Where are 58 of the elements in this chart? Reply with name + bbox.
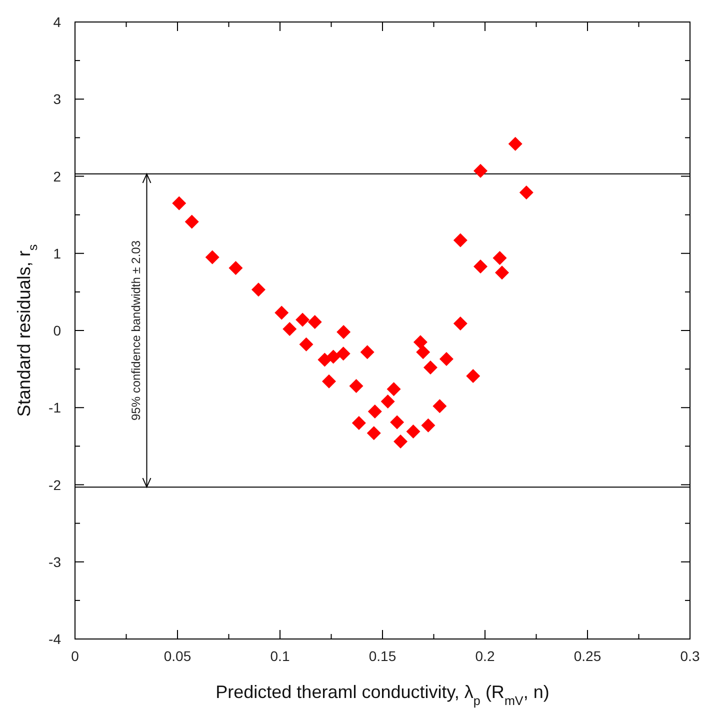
point — [299, 337, 314, 352]
point — [473, 164, 488, 178]
annotation: 95% confidence bandwidth ± 2.03 — [128, 240, 143, 421]
point — [274, 306, 289, 320]
y-tick-label: 0 — [53, 322, 62, 338]
point — [473, 259, 488, 274]
point — [360, 345, 374, 360]
point — [184, 214, 199, 229]
point — [406, 424, 420, 439]
y-tick-label: -1 — [48, 400, 62, 416]
y-tick-label: -2 — [48, 476, 62, 493]
point — [492, 251, 507, 266]
point — [251, 282, 266, 297]
y-tick-label: -3 — [48, 554, 62, 570]
x-tick-label: 0.3 — [680, 648, 700, 664]
point — [421, 418, 436, 432]
x-tick-label: 0.05 — [164, 648, 192, 664]
point — [205, 250, 220, 264]
point — [432, 399, 447, 414]
point — [495, 266, 510, 280]
y-tick-label: 1 — [53, 245, 62, 262]
x-tick-label: 0.1 — [270, 648, 290, 664]
x-tick-label: 0 — [71, 648, 80, 664]
x-tick-label: 0.25 — [574, 648, 602, 664]
y-tick-label: -4 — [48, 631, 62, 647]
point — [172, 196, 186, 210]
point — [519, 185, 534, 200]
point — [413, 335, 428, 350]
point — [326, 350, 340, 364]
x-tick-label: 0.15 — [368, 648, 396, 664]
point — [380, 394, 395, 408]
point — [336, 325, 351, 340]
point — [349, 379, 364, 394]
point — [228, 261, 243, 276]
point — [386, 382, 401, 396]
point — [453, 233, 468, 248]
point — [439, 352, 454, 366]
point — [394, 434, 408, 449]
point — [282, 322, 297, 336]
point — [453, 316, 468, 331]
point — [322, 374, 336, 388]
point — [352, 416, 366, 430]
point — [508, 136, 522, 151]
point — [466, 369, 480, 384]
point — [390, 415, 404, 430]
point — [366, 426, 381, 440]
point — [336, 346, 350, 361]
point — [368, 404, 382, 418]
x-tick-label: 0.2 — [475, 648, 495, 664]
point — [296, 312, 310, 327]
y-tick-label: 3 — [53, 91, 62, 108]
point — [416, 345, 430, 360]
point — [308, 315, 322, 330]
y-tick-label: 4 — [53, 14, 62, 30]
point — [318, 352, 332, 367]
point — [423, 360, 438, 375]
y-tick-label: 2 — [53, 168, 62, 184]
x-axis-title: Predicted theraml conductivity, λ$_{p}$ (R$_{mV}$, n) — [216, 682, 550, 708]
